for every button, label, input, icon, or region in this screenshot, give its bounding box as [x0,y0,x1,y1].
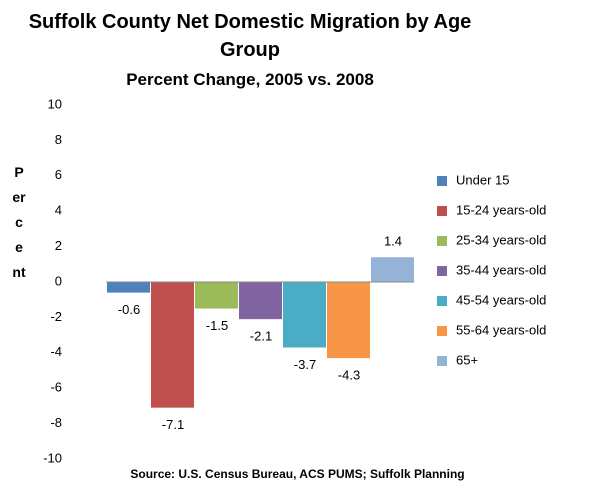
y-tick-label: -2 [50,309,62,324]
chart-title: Suffolk County Net Domestic Migration by… [28,11,472,61]
bar [195,282,238,309]
data-label: -2.1 [250,329,272,344]
legend-label: Under 15 [456,172,509,187]
y-axis-label: Percent [12,164,26,280]
bar [371,257,414,282]
data-label: -4.3 [338,368,360,383]
y-tick-label: 10 [48,96,62,111]
legend-swatch [437,266,447,276]
legend-label: 65+ [456,352,478,367]
y-tick-label: 0 [55,273,62,288]
legend-label: 35-44 years-old [456,262,546,277]
y-tick-label: -8 [50,415,62,430]
bar [239,282,282,320]
data-label: -7.1 [162,417,184,432]
legend-label: 25-34 years-old [456,232,546,247]
legend-swatch [437,326,447,336]
legend-swatch [437,296,447,306]
legend-swatch [437,236,447,246]
y-tick-label: 2 [55,238,62,253]
bar [107,282,150,293]
y-tick-label: 4 [55,203,62,218]
legend-label: 45-54 years-old [456,292,546,307]
data-label: -3.7 [294,357,316,372]
source-note: Source: U.S. Census Bureau, ACS PUMS; Su… [130,467,465,481]
legend-swatch [437,356,447,366]
y-tick-label: 8 [55,132,62,147]
legend-swatch [437,206,447,216]
y-tick-label: -4 [50,344,62,359]
bar [327,282,370,359]
legend-swatch [437,176,447,186]
data-label: 1.4 [384,234,402,249]
y-tick-label: -10 [43,450,62,465]
y-tick-label: -6 [50,380,62,395]
legend-label: 55-64 years-old [456,322,546,337]
data-label: -0.6 [118,302,140,317]
data-label: -1.5 [206,318,228,333]
chart-subtitle: Percent Change, 2005 vs. 2008 [126,70,374,89]
bar [151,282,194,408]
y-tick-label: 6 [55,167,62,182]
bar [283,282,326,348]
legend-label: 15-24 years-old [456,202,546,217]
